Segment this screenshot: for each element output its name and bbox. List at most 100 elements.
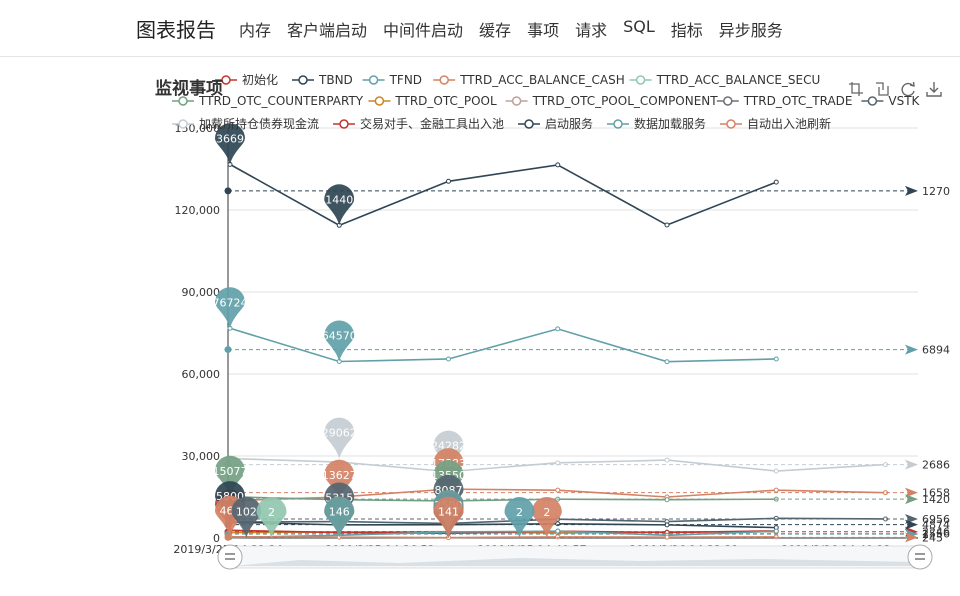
average-line-start [224,187,232,195]
legend-marker [867,96,878,106]
mark-point-pin: 2 [256,496,287,538]
legend-item: TTRD_OTC_COUNTERPARTY [198,94,364,108]
mark-point-pin: 15077 [213,455,248,497]
restore-icon[interactable] [898,80,918,98]
legend-marker [178,119,188,129]
y-tick-label: 90,000 [182,286,221,299]
mark-point-pin: 102 [231,496,262,538]
legend-item: TBND [318,73,353,87]
nav-item-sql[interactable]: SQL [623,17,655,36]
nav-item-middleware-startup[interactable]: 中间件启动 [383,21,464,40]
legend-marker [723,96,733,106]
legend-marker [178,96,188,106]
mark-point-label: 64570 [322,330,357,343]
legend-item: 初始化 [242,73,278,87]
average-value-label: 2246 [922,526,950,539]
legend-marker [339,119,349,129]
legend-marker [368,75,379,85]
mark-point-label: 76724 [213,296,248,309]
main-nav: 内存 客户端启动 中间件启动 缓存 事项 请求 SQL 指标 异步服务 [239,17,799,41]
data-zoom-handle[interactable] [217,544,243,570]
mark-point-label: 24282 [431,440,466,453]
average-value-label: 1556 [922,528,950,541]
average-value-label: 1270 [922,185,950,198]
average-line-arrow [905,185,918,196]
average-line-arrow [905,494,918,505]
mark-point-label: 136694 [209,132,251,145]
average-line-arrow [905,344,918,355]
mark-point-label: 13627 [322,469,357,482]
legend-marker [511,96,522,106]
legend-item: 交易对手、金融工具出入池 [360,116,504,131]
data-point [555,326,561,332]
average-value-label: 1658 [922,487,950,500]
mark-point-pin: 141 [433,496,464,538]
top-navigation-bar: 图表报告 内存 客户端启动 中间件启动 缓存 事项 请求 SQL 指标 异步服务 [0,0,960,57]
average-value-label: 2 [922,528,929,541]
data-zoom-preview [232,558,918,566]
mark-point-label: 2 [268,506,275,519]
average-value-label: 4874 [922,519,950,532]
chart-title: 监视事项 [155,79,223,99]
mark-point-pin: 29062 [322,417,357,459]
mark-point-label: 2 [543,506,550,519]
data-point [773,528,779,534]
nav-item-cache[interactable]: 缓存 [479,21,512,40]
y-tick-label: 120,000 [175,204,221,217]
data-point [446,178,451,184]
y-tick-label: 60,000 [182,368,221,381]
data-point [664,457,670,463]
data-point [773,468,779,474]
zoom-reset-icon[interactable] [872,80,892,98]
mark-point-label: 146 [329,506,350,519]
series-line [229,163,777,227]
legend-marker [613,119,623,129]
mark-point-pin: 146 [324,496,355,538]
average-line-arrow [905,459,918,470]
legend-marker [298,75,308,85]
data-point [664,222,670,228]
mark-point-pin: 114400 [318,184,360,226]
data-point [773,515,779,521]
data-zoom-handle[interactable] [907,544,933,570]
legend-marker [524,119,534,129]
y-tick-label: 0 [213,532,220,545]
nav-item-memory[interactable]: 内存 [239,21,272,40]
save-image-icon[interactable] [924,80,944,98]
series-line [229,327,777,363]
data-zoom-icon[interactable] [846,80,866,98]
data-point [555,162,561,168]
legend-item: VSTK [888,94,920,108]
nav-item-items[interactable]: 事项 [527,21,560,40]
mark-point-label: 2 [516,506,523,519]
average-line-arrow [905,519,918,530]
mark-point-pin: 2 [531,496,562,538]
mark-point-label: 102 [236,506,257,519]
mark-point-pin: 136694 [209,123,251,165]
data-point [664,497,670,503]
legend-item: 自动出入池刷新 [747,116,831,131]
legend-item: 加载所持仓债券现金流 [199,116,319,131]
legend-marker [374,96,385,106]
data-point [555,521,561,527]
brand-title[interactable]: 图表报告 [136,18,216,42]
data-point [446,356,451,362]
average-value-label: 6894 [922,344,950,357]
mark-point-label: 114400 [318,193,360,206]
data-point [664,359,670,365]
mark-point-label: 141 [438,506,459,519]
nav-item-metrics[interactable]: 指标 [670,21,703,40]
y-tick-label: 30,000 [182,450,221,463]
nav-item-requests[interactable]: 请求 [575,21,608,40]
legend-item: TTRD_OTC_TRADE [743,94,853,108]
nav-item-client-startup[interactable]: 客户端启动 [287,21,368,40]
legend-marker [221,75,231,85]
legend-item: TFND [389,73,422,87]
legend-marker [439,75,449,85]
nav-item-async-services[interactable]: 异步服务 [718,21,783,40]
legend-item: 启动服务 [545,116,593,131]
legend-item: TTRD_OTC_POOL [394,94,497,108]
average-line-start [224,346,232,354]
mark-point-pin: 64570 [322,320,357,362]
